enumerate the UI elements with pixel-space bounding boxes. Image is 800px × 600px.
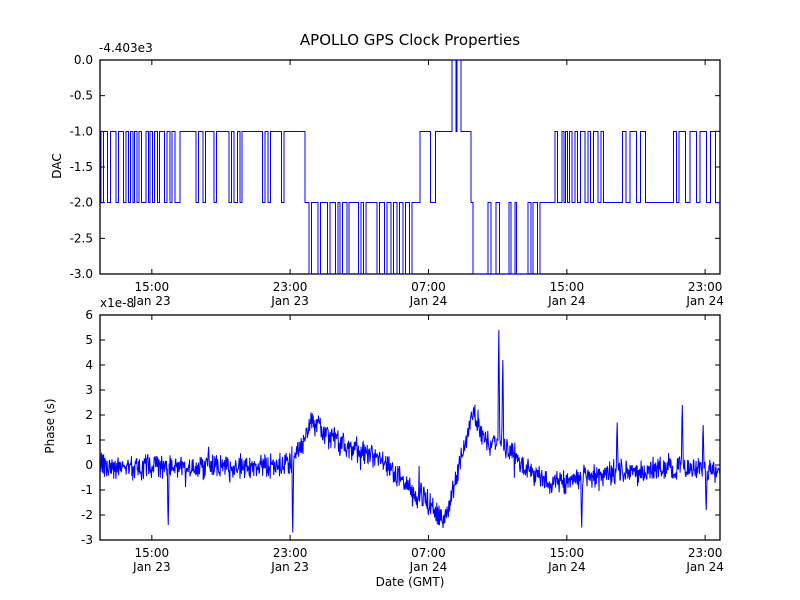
y-tick-label: 6	[85, 308, 93, 322]
figure-title: APOLLO GPS Clock Properties	[299, 31, 521, 49]
y-tick-label: -3	[81, 533, 93, 547]
y-tick-label: -0.5	[70, 89, 93, 103]
x-tick-label-date: Jan 23	[132, 294, 171, 308]
y-tick-label: -3.0	[70, 267, 93, 281]
x-tick-label-time: 23:00	[688, 280, 723, 294]
x-tick-label-time: 15:00	[550, 280, 585, 294]
y-tick-label: -2.5	[70, 231, 93, 245]
phase-subplot-series-line	[99, 329, 721, 533]
dac-subplot-frame	[99, 59, 721, 275]
phase-y-axis-label: Phase (s)	[43, 398, 57, 454]
x-tick-label-date: Jan 24	[547, 294, 586, 308]
phase-axis-offset-text: x1e-8	[100, 296, 135, 310]
x-tick-label-date: Jan 24	[685, 560, 724, 574]
x-tick-label-time: 15:00	[135, 546, 170, 560]
dac-subplot-series-line	[100, 59, 720, 275]
x-tick-label-date: Jan 23	[270, 294, 309, 308]
y-tick-label: -1	[81, 483, 93, 497]
x-tick-label-time: 23:00	[273, 546, 308, 560]
x-tick-label-time: 15:00	[550, 546, 585, 560]
x-tick-label-time: 07:00	[411, 546, 446, 560]
x-tick-label-date: Jan 23	[270, 560, 309, 574]
y-tick-label: -2.0	[70, 196, 93, 210]
x-tick-label-date: Jan 24	[547, 560, 586, 574]
x-tick-label-time: 23:00	[688, 546, 723, 560]
dac-axis-offset-text: -4.403e3	[99, 41, 153, 55]
x-tick-label-date: Jan 24	[409, 560, 448, 574]
y-tick-label: 5	[85, 333, 93, 347]
y-tick-label: 1	[85, 433, 93, 447]
y-tick-label: -1.0	[70, 124, 93, 138]
x-tick-label-time: 07:00	[411, 280, 446, 294]
x-tick-label-date: Jan 24	[685, 294, 724, 308]
x-tick-label-time: 23:00	[273, 280, 308, 294]
x-tick-label-time: 15:00	[135, 280, 170, 294]
y-tick-label: 0	[85, 458, 93, 472]
y-tick-label: 0.0	[74, 53, 93, 67]
y-tick-label: 3	[85, 383, 93, 397]
x-tick-label-date: Jan 24	[409, 294, 448, 308]
phase-subplot-frame	[99, 314, 721, 541]
x-axis-label: Date (GMT)	[375, 575, 445, 589]
y-tick-label: 2	[85, 408, 93, 422]
dac-y-axis-label: DAC	[50, 153, 64, 179]
x-tick-label-date: Jan 23	[132, 560, 171, 574]
y-tick-label: -2	[81, 508, 93, 522]
y-tick-label: 4	[85, 358, 93, 372]
y-tick-label: -1.5	[70, 160, 93, 174]
